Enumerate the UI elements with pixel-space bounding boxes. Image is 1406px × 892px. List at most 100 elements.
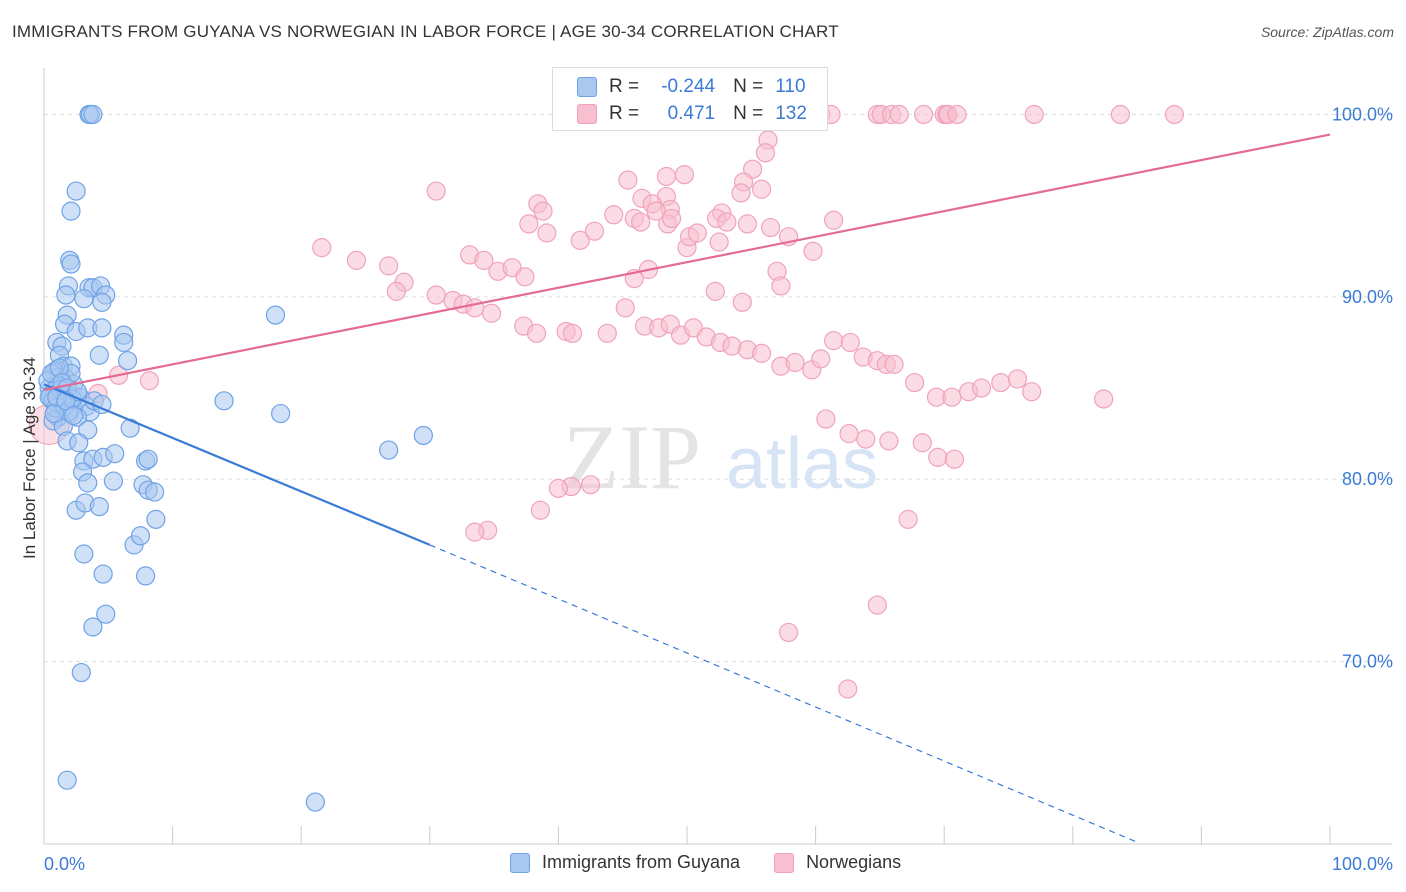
data-point-guyana bbox=[379, 440, 399, 460]
data-point-norwegians bbox=[584, 221, 605, 241]
n-label: N = bbox=[733, 103, 764, 124]
data-point-guyana bbox=[74, 544, 94, 564]
data-point-norwegians bbox=[515, 267, 535, 287]
stats-legend: R = -0.244 N = 110 R = 0.471 N = 132 bbox=[552, 67, 828, 131]
data-point-norwegians bbox=[1164, 104, 1184, 125]
n-label: N = bbox=[733, 76, 764, 97]
data-point-norwegians bbox=[879, 431, 899, 451]
data-point-guyana bbox=[61, 254, 81, 274]
data-point-guyana bbox=[146, 509, 166, 529]
data-point-norwegians bbox=[597, 323, 617, 343]
legend-swatch-guyana bbox=[577, 77, 597, 97]
data-point-guyana bbox=[71, 662, 91, 683]
data-point-guyana bbox=[96, 604, 116, 624]
data-point-norwegians bbox=[386, 281, 406, 301]
data-point-norwegians bbox=[928, 447, 948, 467]
data-point-norwegians bbox=[379, 256, 399, 276]
data-point-norwegians bbox=[533, 201, 553, 221]
legend-item-norwegians[interactable]: Norwegians bbox=[774, 852, 901, 873]
legend-label-norwegians: Norwegians bbox=[806, 852, 902, 872]
data-point-norwegians bbox=[1024, 104, 1044, 125]
data-point-guyana bbox=[89, 496, 109, 517]
trend-line-guyana bbox=[43, 383, 431, 546]
data-point-norwegians bbox=[570, 230, 590, 250]
data-point-guyana bbox=[413, 425, 433, 446]
x-tick-label: 100.0% bbox=[1332, 854, 1393, 874]
legend-swatch-norwegians bbox=[774, 852, 795, 873]
data-point-norwegians bbox=[884, 354, 904, 374]
chart-title: IMMIGRANTS FROM GUYANA VS NORWEGIAN IN L… bbox=[12, 22, 839, 41]
stats-row-guyana: R = -0.244 N = 110 bbox=[553, 74, 806, 100]
data-point-norwegians bbox=[944, 449, 965, 469]
data-point-norwegians bbox=[426, 181, 446, 201]
data-point-guyana bbox=[138, 449, 158, 469]
data-point-guyana bbox=[144, 482, 165, 502]
watermark-zip: ZIP bbox=[563, 406, 701, 508]
data-point-guyana bbox=[93, 564, 113, 584]
r-value-guyana: -0.244 bbox=[661, 76, 716, 97]
data-point-norwegians bbox=[816, 409, 836, 429]
data-point-norwegians bbox=[731, 183, 751, 203]
data-point-norwegians bbox=[548, 478, 569, 498]
data-point-norwegians bbox=[1110, 104, 1130, 125]
data-point-guyana bbox=[214, 391, 234, 411]
data-point-norwegians bbox=[840, 332, 860, 353]
data-point-guyana bbox=[265, 305, 286, 325]
data-point-guyana bbox=[92, 292, 112, 312]
r-value-norwegians: 0.471 bbox=[667, 103, 716, 124]
data-point-norwegians bbox=[465, 298, 485, 318]
y-tick-label: 70.0% bbox=[1342, 652, 1393, 672]
stats-row-norwegians: R = 0.471 N = 132 bbox=[553, 101, 807, 127]
data-point-norwegians bbox=[562, 323, 583, 343]
n-value-guyana: 110 bbox=[775, 76, 806, 97]
data-point-norwegians bbox=[867, 595, 887, 615]
source-label: Source: ZipAtlas.com bbox=[1260, 24, 1394, 40]
legend-swatch-guyana bbox=[510, 852, 530, 873]
data-point-norwegians bbox=[912, 433, 932, 453]
data-point-norwegians bbox=[778, 622, 799, 643]
y-tick-label: 90.0% bbox=[1342, 287, 1393, 307]
data-point-norwegians bbox=[674, 165, 695, 185]
trend-line-guyana-extrapolated bbox=[429, 544, 1138, 843]
data-point-norwegians bbox=[465, 522, 485, 542]
data-point-guyana bbox=[61, 201, 81, 221]
data-point-norwegians bbox=[732, 292, 752, 312]
data-point-norwegians bbox=[914, 104, 934, 125]
data-point-norwegians bbox=[839, 424, 859, 444]
data-point-norwegians bbox=[947, 104, 967, 125]
data-point-norwegians bbox=[530, 500, 550, 520]
y-tick-label: 100.0% bbox=[1332, 104, 1393, 124]
r-label: R = bbox=[609, 76, 640, 97]
data-point-norwegians bbox=[631, 212, 651, 232]
data-point-guyana bbox=[83, 617, 103, 637]
data-point-norwegians bbox=[971, 378, 992, 398]
data-point-guyana bbox=[114, 332, 134, 353]
data-point-norwegians bbox=[474, 250, 494, 270]
data-point-guyana bbox=[83, 104, 103, 125]
data-point-guyana bbox=[74, 289, 94, 309]
data-point-guyana bbox=[89, 345, 109, 365]
data-point-norwegians bbox=[824, 210, 844, 230]
data-point-norwegians bbox=[618, 170, 638, 190]
data-point-norwegians bbox=[803, 241, 823, 261]
series-guyana bbox=[38, 104, 433, 812]
data-point-norwegians bbox=[898, 509, 918, 529]
data-point-norwegians bbox=[312, 238, 332, 258]
data-point-norwegians bbox=[824, 331, 844, 351]
legend-item-guyana[interactable]: Immigrants from Guyana bbox=[510, 852, 740, 873]
data-point-norwegians bbox=[1094, 389, 1114, 409]
data-point-norwegians bbox=[656, 166, 677, 187]
y-axis-label: In Labor Force | Age 30-34 bbox=[20, 357, 39, 559]
data-point-norwegians bbox=[709, 232, 729, 252]
data-point-norwegians bbox=[771, 276, 791, 296]
data-point-norwegians bbox=[717, 212, 737, 232]
data-point-norwegians bbox=[604, 205, 624, 225]
data-point-norwegians bbox=[705, 281, 725, 301]
data-point-norwegians bbox=[646, 201, 666, 221]
data-point-guyana bbox=[305, 792, 325, 812]
data-point-norwegians bbox=[760, 217, 781, 238]
data-point-guyana bbox=[56, 285, 76, 305]
trend-line-norwegians bbox=[43, 133, 1331, 391]
data-point-norwegians bbox=[838, 679, 858, 699]
